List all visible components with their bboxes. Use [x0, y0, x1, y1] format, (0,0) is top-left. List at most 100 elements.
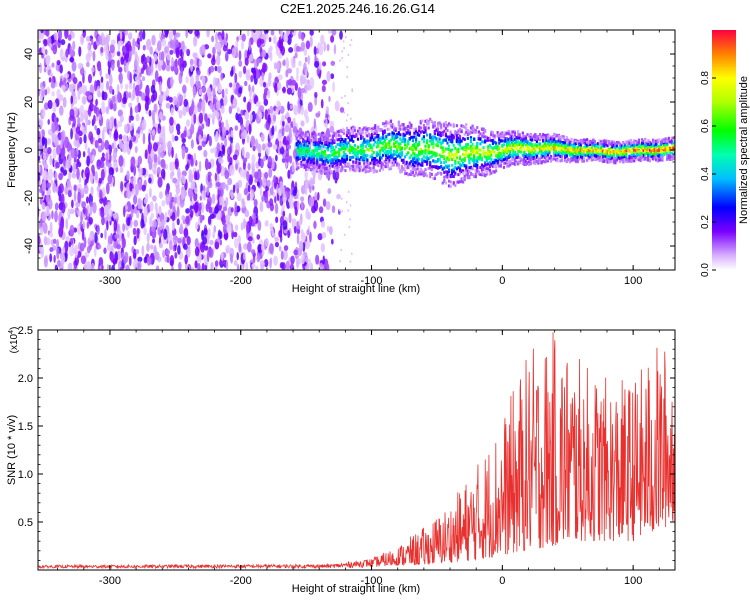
noise-cell: [72, 162, 77, 174]
signal-cell: [375, 135, 378, 139]
signal-cell: [430, 167, 433, 171]
noise-cell: [119, 30, 123, 41]
signal-cell: [523, 151, 526, 155]
signal-cell: [385, 154, 388, 158]
signal-cell: [312, 136, 316, 140]
signal-cell: [527, 153, 531, 157]
signal-cell: [378, 155, 382, 159]
signal-cell: [501, 150, 504, 154]
signal-cell: [449, 185, 452, 189]
noise-cell: [162, 249, 166, 258]
signal-cell: [360, 151, 363, 155]
signal-cell: [360, 130, 363, 134]
signal-cell: [386, 156, 389, 160]
signal-cell: [311, 132, 314, 136]
signal-cell: [545, 159, 548, 163]
signal-cell: [400, 169, 404, 173]
signal-cell: [438, 140, 441, 144]
noise-cell: [216, 42, 222, 53]
noise-cell: [308, 258, 312, 269]
signal-cell: [449, 155, 452, 159]
signal-cell: [447, 137, 451, 141]
signal-cell: [425, 139, 429, 143]
signal-cell: [524, 162, 528, 166]
signal-cell: [432, 142, 435, 146]
noise-cell: [304, 184, 308, 196]
noise-cell: [274, 82, 278, 93]
noise-cell: [170, 161, 176, 172]
signal-cell: [496, 152, 499, 156]
signal-cell: [526, 148, 529, 152]
noise-cell: [187, 187, 192, 197]
noise-cell: [180, 67, 184, 78]
noise-cell: [165, 249, 171, 256]
signal-cell: [414, 171, 418, 175]
noise-cell: [292, 189, 297, 197]
signal-cell: [378, 138, 382, 142]
signal-cell: [515, 146, 518, 150]
noise-cell: [82, 73, 85, 84]
signal-cell: [298, 144, 302, 148]
signal-cell: [377, 142, 380, 146]
signal-cell: [358, 127, 361, 131]
signal-cell: [366, 134, 369, 138]
signal-cell: [532, 144, 535, 148]
signal-cell: [458, 143, 462, 147]
signal-cell: [410, 164, 413, 168]
signal-cell: [570, 149, 573, 153]
signal-cell: [540, 135, 543, 139]
signal-cell: [515, 156, 518, 160]
noise-cell: [169, 191, 173, 201]
signal-cell: [330, 170, 333, 174]
noise-cell: [304, 169, 308, 180]
noise-cell: [349, 129, 351, 132]
signal-cell: [421, 161, 424, 165]
noise-cell: [291, 79, 297, 86]
noise-cell: [317, 233, 323, 241]
signal-cell: [356, 129, 360, 133]
signal-cell: [466, 136, 469, 140]
noise-cell: [240, 123, 245, 133]
signal-cell: [531, 153, 534, 157]
noise-cell: [276, 100, 281, 107]
noise-cell: [89, 201, 94, 208]
signal-cell: [440, 161, 443, 165]
signal-cell: [413, 145, 416, 149]
noise-cell: [71, 32, 75, 39]
noise-cell: [129, 52, 133, 58]
noise-cell: [206, 87, 212, 98]
noise-cell: [81, 229, 85, 241]
noise-cell: [247, 241, 252, 253]
spectrogram-image: [38, 30, 675, 270]
signal-cell: [465, 169, 468, 173]
signal-cell: [518, 147, 521, 151]
signal-cell: [469, 149, 473, 153]
signal-cell: [507, 156, 510, 160]
noise-cell: [70, 95, 74, 105]
signal-cell: [382, 130, 385, 134]
signal-cell: [375, 162, 378, 166]
signal-cell: [529, 162, 532, 166]
signal-cell: [422, 135, 426, 139]
noise-cell: [349, 260, 352, 263]
signal-cell: [526, 161, 529, 165]
signal-cell: [559, 142, 562, 146]
signal-cell: [309, 163, 313, 167]
noise-cell: [190, 122, 195, 135]
signal-cell: [330, 153, 333, 157]
signal-cell: [469, 140, 473, 144]
noise-cell: [108, 167, 114, 176]
signal-cell: [516, 132, 520, 136]
signal-cell: [513, 145, 517, 149]
signal-cell: [440, 123, 443, 127]
noise-cell: [303, 109, 308, 119]
signal-cell: [524, 159, 528, 163]
signal-cell: [524, 143, 528, 147]
noise-cell: [211, 57, 216, 66]
signal-cell: [523, 162, 526, 166]
signal-cell: [444, 147, 447, 151]
noise-cell: [128, 255, 132, 267]
signal-cell: [443, 129, 446, 133]
signal-cell: [501, 159, 504, 163]
signal-cell: [430, 142, 433, 146]
